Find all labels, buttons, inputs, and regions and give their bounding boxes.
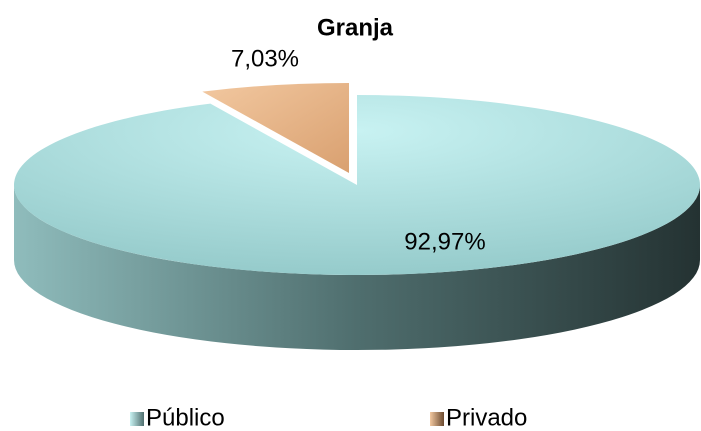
slice-side xyxy=(14,185,700,350)
data-label: 92,97% xyxy=(404,228,485,255)
legend-swatch xyxy=(430,412,444,426)
slice xyxy=(13,95,700,350)
legend-swatch xyxy=(130,412,144,426)
slice-top xyxy=(202,83,349,173)
legend: Público Privado xyxy=(130,404,527,431)
pie: 92,97% 7,03% xyxy=(13,45,700,350)
data-label: 7,03% xyxy=(231,45,299,72)
slice xyxy=(202,83,349,173)
slice-top xyxy=(13,95,700,275)
chart-title: Granja xyxy=(317,14,394,41)
legend-label: Público xyxy=(146,404,225,431)
legend-label: Privado xyxy=(446,404,527,431)
